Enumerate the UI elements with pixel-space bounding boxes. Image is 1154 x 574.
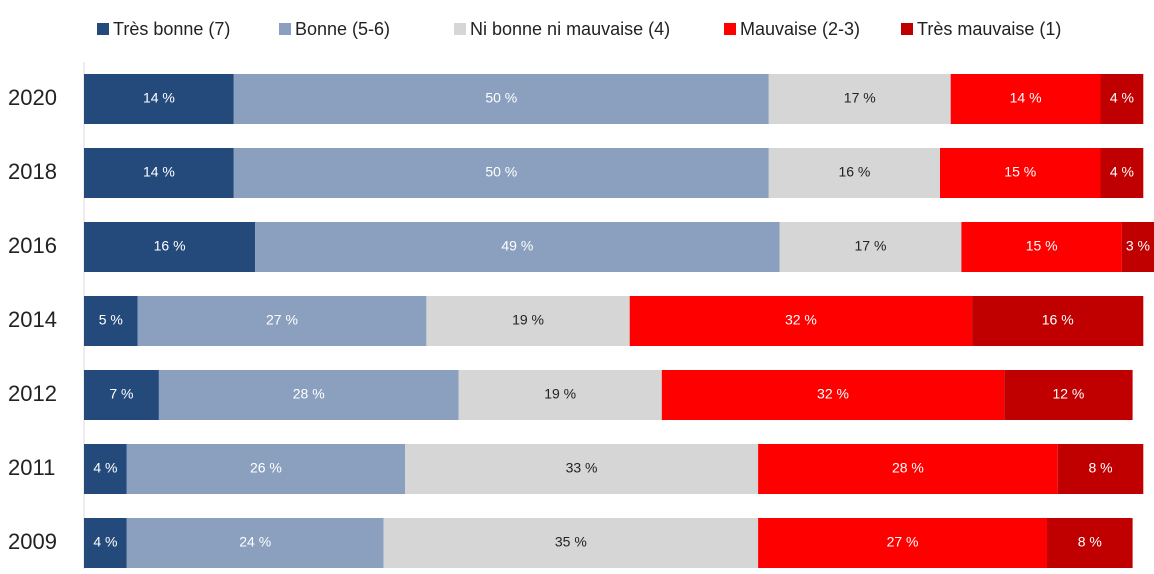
data-label: 5 %: [99, 312, 123, 328]
data-label: 16 %: [838, 164, 870, 180]
bar-segment: [1121, 222, 1154, 272]
data-label: 16 %: [1042, 312, 1074, 328]
bar-segment: [1100, 74, 1144, 124]
data-label: 4 %: [1110, 90, 1134, 106]
data-label: 16 %: [154, 238, 186, 254]
data-label: 3 %: [1126, 238, 1150, 254]
legend-swatch: [97, 23, 109, 35]
bar-segment: [1004, 370, 1133, 420]
bar-segment: [758, 444, 1058, 494]
legend-label: Très bonne (7): [113, 19, 230, 39]
bar-segment: [768, 148, 940, 198]
bar-segment: [940, 148, 1101, 198]
legend-label: Bonne (5-6): [295, 19, 390, 39]
data-label: 27 %: [266, 312, 298, 328]
bar-segment: [84, 148, 234, 198]
bar-segment: [84, 518, 127, 568]
legend-swatch: [279, 23, 291, 35]
y-tick-label: 2018: [8, 159, 57, 184]
bar-segment: [458, 370, 662, 420]
bar-segment: [972, 296, 1144, 346]
bar-segment: [1057, 444, 1144, 494]
data-label: 28 %: [892, 460, 924, 476]
data-label: 19 %: [512, 312, 544, 328]
bar-segment: [383, 518, 759, 568]
bar-segment: [950, 74, 1101, 124]
data-label: 4 %: [93, 534, 117, 550]
y-tick-label: 2009: [8, 529, 57, 554]
legend-label: Mauvaise (2-3): [740, 19, 860, 39]
bar-segment: [1047, 518, 1133, 568]
bar-segment: [84, 370, 159, 420]
bar-segment: [233, 74, 769, 124]
bar-segment: [84, 444, 127, 494]
bar-segment: [255, 222, 780, 272]
data-label: 7 %: [109, 386, 133, 402]
data-label: 32 %: [817, 386, 849, 402]
bar-segment: [779, 222, 962, 272]
bar-segment: [405, 444, 759, 494]
bar-segment: [84, 296, 138, 346]
bar-segment: [84, 222, 256, 272]
data-label: 26 %: [250, 460, 282, 476]
legend-label: Ni bonne ni mauvaise (4): [470, 19, 670, 39]
data-label: 4 %: [1110, 164, 1134, 180]
data-label: 17 %: [854, 238, 886, 254]
bar-segment: [126, 518, 384, 568]
legend-swatch: [724, 23, 736, 35]
data-label: 32 %: [785, 312, 817, 328]
bar-segment: [1100, 148, 1144, 198]
legend-swatch: [454, 23, 466, 35]
data-label: 27 %: [887, 534, 919, 550]
y-tick-label: 2020: [8, 85, 57, 110]
data-label: 28 %: [293, 386, 325, 402]
data-label: 4 %: [93, 460, 117, 476]
data-label: 49 %: [501, 238, 533, 254]
data-label: 14 %: [1010, 90, 1042, 106]
bar-segment: [137, 296, 427, 346]
bar-segment: [158, 370, 459, 420]
data-label: 50 %: [485, 90, 517, 106]
bar-segment: [768, 74, 951, 124]
data-label: 19 %: [544, 386, 576, 402]
legend-swatch: [901, 23, 913, 35]
y-tick-label: 2014: [8, 307, 57, 332]
data-label: 24 %: [239, 534, 271, 550]
data-label: 14 %: [143, 164, 175, 180]
data-label: 35 %: [555, 534, 587, 550]
y-tick-label: 2016: [8, 233, 57, 258]
data-label: 12 %: [1052, 386, 1084, 402]
data-label: 50 %: [485, 164, 517, 180]
data-label: 8 %: [1078, 534, 1102, 550]
y-tick-label: 2012: [8, 381, 57, 406]
data-label: 8 %: [1088, 460, 1112, 476]
bar-segment: [84, 74, 234, 124]
bar-segment: [961, 222, 1122, 272]
legend-label: Très mauvaise (1): [917, 19, 1061, 39]
bar-segment: [126, 444, 406, 494]
data-label: 17 %: [844, 90, 876, 106]
bar-segment: [233, 148, 769, 198]
bar-segment: [426, 296, 630, 346]
data-label: 33 %: [566, 460, 598, 476]
data-label: 14 %: [143, 90, 175, 106]
bar-segment: [629, 296, 973, 346]
y-tick-label: 2011: [8, 455, 55, 480]
bar-segment: [758, 518, 1047, 568]
bar-segment: [661, 370, 1005, 420]
data-label: 15 %: [1026, 238, 1058, 254]
data-label: 15 %: [1004, 164, 1036, 180]
